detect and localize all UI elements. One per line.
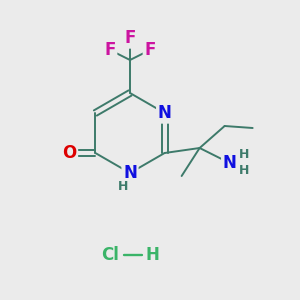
Text: F: F	[124, 29, 136, 47]
Text: Cl: Cl	[101, 246, 119, 264]
Text: N: N	[158, 104, 172, 122]
Text: N: N	[123, 164, 137, 182]
Text: H: H	[145, 246, 159, 264]
Text: F: F	[104, 41, 116, 59]
Text: H: H	[238, 148, 249, 161]
Text: N: N	[223, 154, 237, 172]
Text: O: O	[62, 144, 76, 162]
Text: F: F	[144, 41, 156, 59]
Text: H: H	[118, 179, 128, 193]
Text: H: H	[238, 164, 249, 178]
